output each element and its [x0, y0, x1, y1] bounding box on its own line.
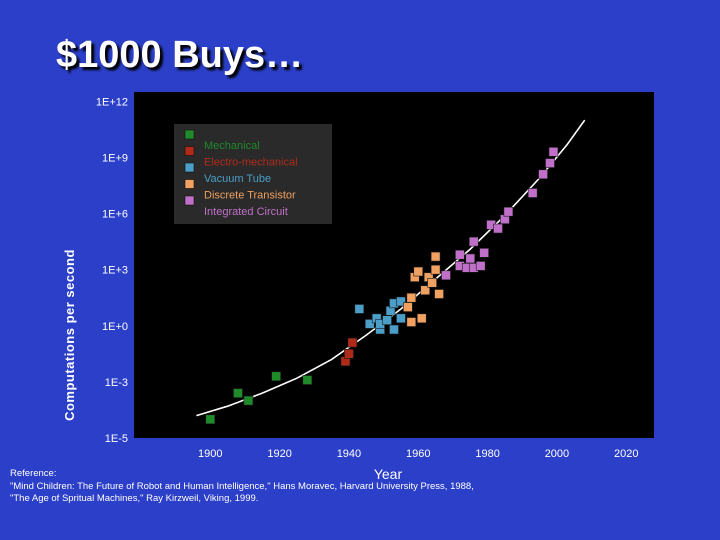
data-point-mechanical [243, 395, 254, 406]
data-point-discrete-transistor [420, 285, 431, 296]
data-point-mechanical [205, 414, 216, 425]
data-point-discrete-transistor [406, 292, 417, 303]
x-tick-label: 1940 [337, 448, 361, 460]
data-point-integrated-circuit [468, 236, 479, 247]
data-point-discrete-transistor [427, 277, 437, 288]
data-point-discrete-transistor [430, 251, 441, 262]
data-point-mechanical [233, 388, 243, 398]
data-point-integrated-circuit [548, 147, 559, 157]
data-point-discrete-transistor [434, 289, 444, 299]
data-point-electro-mechanical [347, 337, 358, 348]
y-tick-label: 1E+3 [102, 265, 128, 277]
data-point-mechanical [302, 375, 313, 385]
reference-heading: Reference: [10, 468, 57, 479]
data-point-vacuum-tube [354, 304, 365, 314]
y-axis-label: Computations per second [62, 249, 77, 421]
data-point-mechanical [271, 371, 281, 382]
data-point-integrated-circuit [527, 188, 538, 198]
data-point-integrated-circuit [503, 206, 514, 217]
x-tick-label: 1920 [267, 448, 291, 460]
y-tick-label: 1E-5 [105, 433, 128, 445]
legend-swatch [184, 179, 195, 189]
legend-label: Discrete Transistor [204, 190, 296, 202]
data-point-integrated-circuit [545, 158, 555, 168]
legend-swatch [184, 146, 195, 156]
data-point-integrated-circuit [538, 169, 548, 180]
data-point-discrete-transistor [430, 264, 441, 275]
legend-swatch [184, 195, 195, 206]
y-tick-label: 1E+0 [102, 321, 128, 333]
reference-citation-2: "The Age of Spritual Machines," Ray Kirz… [10, 493, 259, 504]
data-point-vacuum-tube [382, 315, 392, 325]
legend-swatch [184, 162, 195, 173]
data-point-discrete-transistor [413, 266, 424, 277]
data-point-vacuum-tube [364, 319, 375, 329]
data-point-integrated-circuit [455, 249, 465, 260]
y-tick-label: 1E+6 [102, 209, 128, 221]
data-point-electro-mechanical [344, 349, 354, 359]
reference-block: Reference: "Mind Children: The Future of… [10, 468, 474, 506]
legend-label: Electro-mechanical [204, 157, 298, 169]
y-tick-label: 1E-3 [105, 377, 128, 389]
legend-label: Mechanical [204, 140, 260, 152]
x-tick-label: 1980 [475, 448, 499, 460]
data-point-integrated-circuit [493, 223, 503, 234]
y-tick-label: 1E+9 [102, 152, 128, 164]
legend-label: Integrated Circuit [204, 206, 288, 218]
legend-label: Vacuum Tube [204, 173, 271, 185]
x-tick-label: 1960 [406, 448, 430, 460]
legend-swatch [184, 129, 195, 140]
data-point-discrete-transistor [416, 313, 427, 324]
x-tick-label: 1900 [198, 448, 222, 460]
slide-title: $1000 Buys… [56, 34, 304, 76]
data-point-discrete-transistor [403, 302, 413, 312]
data-point-integrated-circuit [465, 253, 476, 264]
legend-box [174, 124, 332, 224]
x-tick-label: 2000 [545, 448, 569, 460]
data-point-integrated-circuit [441, 270, 451, 281]
x-tick-label: 2020 [614, 448, 638, 460]
x-axis-label: Year [374, 466, 403, 482]
data-point-integrated-circuit [475, 261, 486, 271]
data-point-vacuum-tube [396, 296, 406, 307]
data-point-discrete-transistor [406, 317, 417, 327]
y-tick-label: 1E+12 [96, 96, 128, 108]
reference-citation-1: "Mind Children: The Future of Robot and … [10, 480, 474, 492]
data-point-integrated-circuit [479, 248, 489, 258]
data-point-vacuum-tube [396, 313, 406, 324]
data-point-vacuum-tube [389, 324, 399, 335]
